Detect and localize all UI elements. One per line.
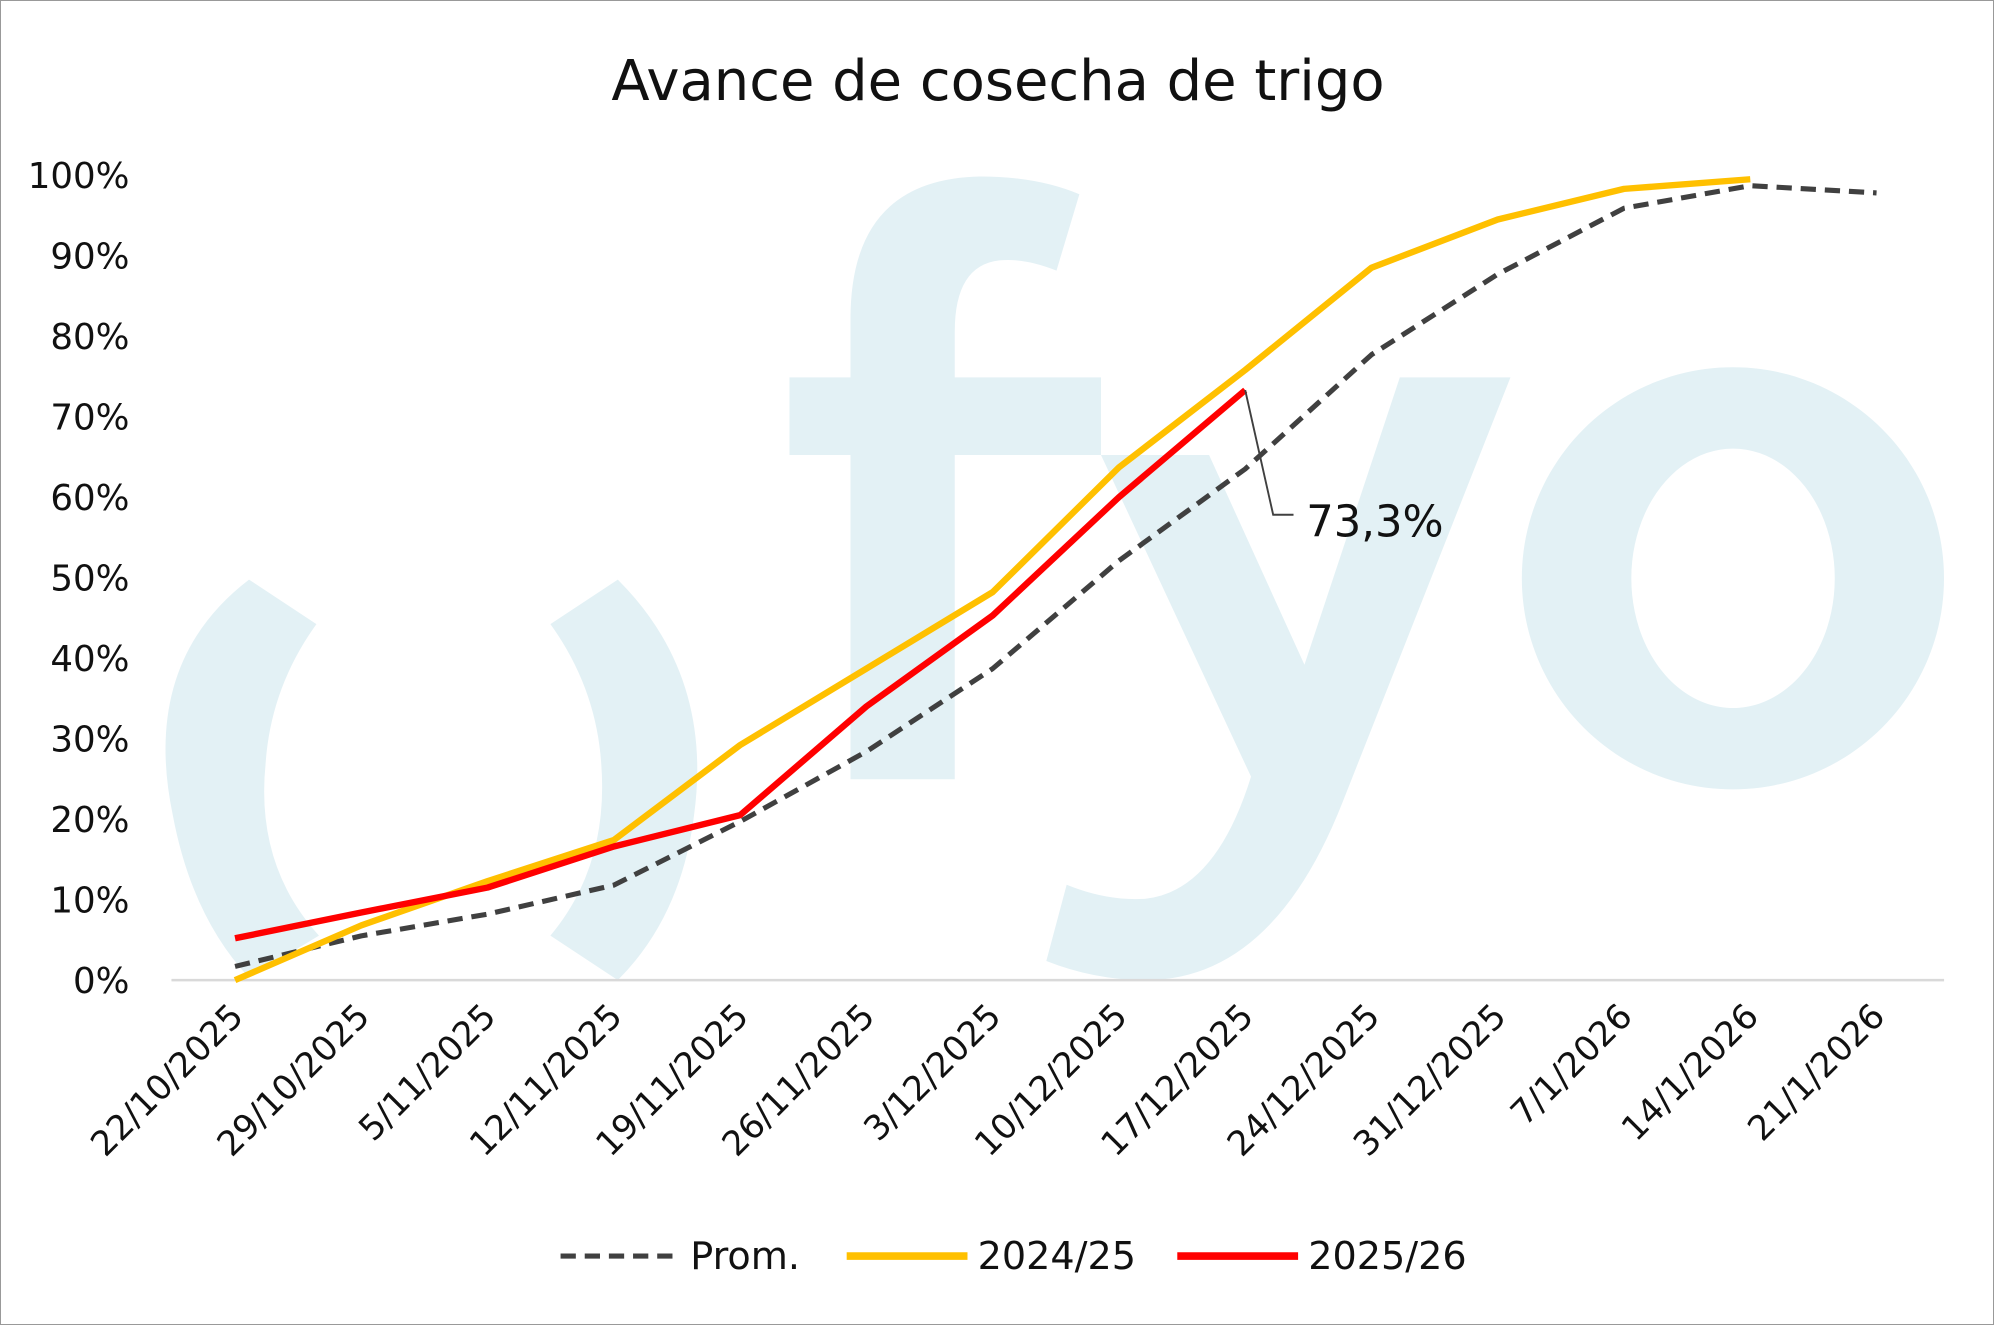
y-tick-label: 30% [50,719,129,760]
series-line-202526 [235,390,1245,938]
y-tick-label: 90% [50,236,129,277]
watermark-logo [166,176,1944,980]
y-axis: 0% 10% 20% 30% 40% 50% 60% 70% 80% 90% 100% [28,156,130,1002]
watermark-left-arc [166,580,319,978]
legend-label: Prom. [690,1234,800,1278]
legend-label: 2024/25 [978,1234,1136,1278]
chart-title: Avance de cosecha de trigo [611,49,1384,114]
legend-label: 2025/26 [1308,1234,1466,1278]
y-tick-label: 100% [28,156,130,197]
y-tick-label: 80% [50,317,129,358]
watermark-right-arc [550,580,697,981]
annotation-leader [1245,390,1293,515]
y-tick-label: 20% [50,800,129,841]
annotation-label: 73,3% [1306,497,1443,547]
legend: Prom. 2024/25 2025/26 [561,1234,1467,1278]
watermark-o [1522,367,1944,789]
y-tick-label: 0% [73,961,129,1002]
y-tick-label: 60% [50,478,129,519]
x-tick-label: 7/1/2026 [1503,996,1640,1133]
y-tick-label: 40% [50,639,129,680]
x-axis: 22/10/202529/10/20255/11/202512/11/20251… [83,996,1893,1164]
x-tick-label: 21/1/2026 [1740,996,1893,1149]
x-tick-label: 14/1/2026 [1614,996,1767,1149]
y-tick-label: 50% [50,558,129,599]
y-tick-label: 70% [50,397,129,438]
y-tick-label: 10% [50,880,129,921]
